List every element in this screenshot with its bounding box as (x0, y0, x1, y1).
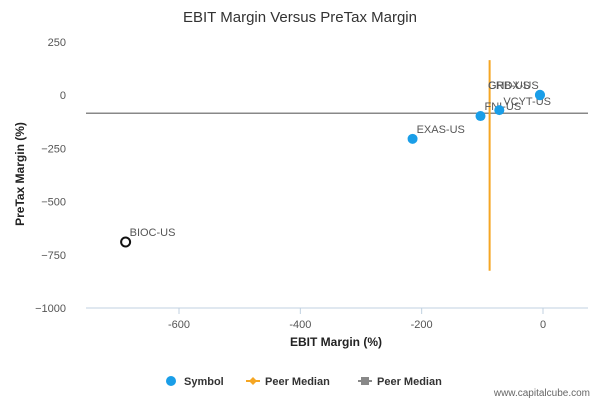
point-label: GHDX-US (488, 80, 539, 92)
y-axis-label: PreTax Margin (%) (13, 122, 27, 226)
legend-symbol-dot (166, 376, 176, 386)
y-tick-label: −750 (41, 250, 66, 262)
y-tick-label: 0 (60, 90, 66, 102)
y-tick-label: −250 (41, 143, 66, 155)
y-tick-label: −500 (41, 197, 66, 209)
legend-diamond-marker (249, 377, 257, 385)
point-crb-us (534, 90, 545, 101)
legend: Symbol Peer Median Peer Median (166, 376, 442, 388)
x-axis-ticks: -600 -400 -200 0 (168, 308, 546, 331)
point-exas-us (407, 133, 418, 144)
x-tick-label: -400 (289, 319, 311, 331)
y-axis-ticks: 250 0 −250 −500 −750 −1000 (35, 37, 66, 315)
y-tick-label: −1000 (35, 303, 66, 315)
x-tick-label: -200 (411, 319, 433, 331)
x-tick-label: -600 (168, 319, 190, 331)
point-vcyt-us (494, 105, 505, 116)
legend-square-marker (361, 377, 369, 385)
legend-item[interactable]: Symbol (166, 376, 224, 388)
point-label: EXAS-US (417, 124, 465, 136)
chart-title: EBIT Margin Versus PreTax Margin (183, 9, 417, 26)
point-fni-us (475, 111, 486, 122)
x-axis-label: EBIT Margin (%) (290, 335, 382, 349)
x-tick-label: 0 (540, 319, 546, 331)
watermark: www.capitalcube.com (493, 388, 590, 399)
legend-item[interactable]: Peer Median (246, 376, 330, 388)
legend-item[interactable]: Peer Median (358, 376, 442, 388)
y-tick-label: 250 (48, 37, 66, 49)
point-bioc-us (120, 236, 132, 248)
peer-median-lines (86, 60, 588, 271)
legend-label: Symbol (184, 376, 224, 388)
legend-label: Peer Median (265, 376, 330, 388)
legend-label: Peer Median (377, 376, 442, 388)
point-label: BIOC-US (130, 227, 176, 239)
point-label: CRB-US (488, 80, 530, 92)
